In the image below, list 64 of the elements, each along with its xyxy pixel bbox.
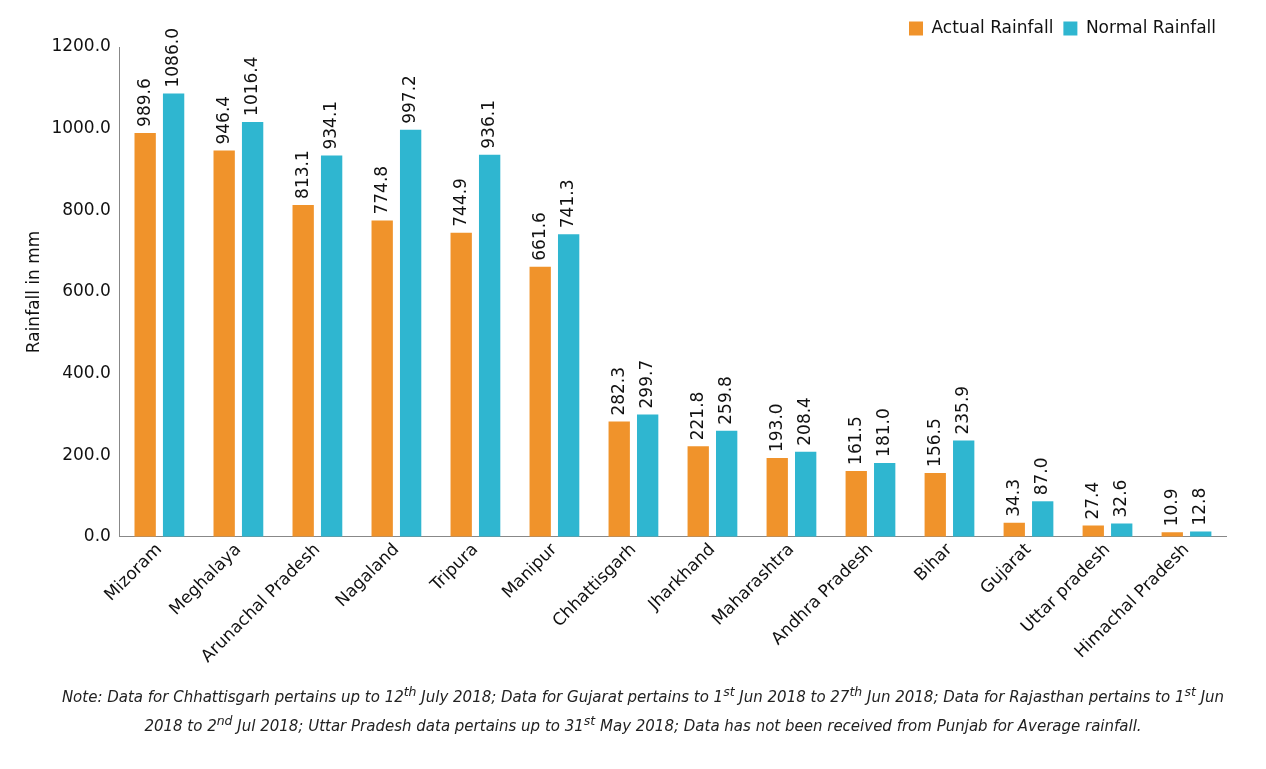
bar	[371, 220, 393, 537]
data-label: 934.1	[320, 100, 341, 150]
data-label: 10.9	[1160, 488, 1181, 527]
data-label: 813.1	[291, 150, 312, 199]
data-label: 997.2	[399, 75, 420, 124]
data-label: 208.4	[794, 397, 815, 446]
bar	[766, 458, 788, 537]
bar	[320, 155, 343, 537]
bar	[1111, 523, 1133, 537]
bar	[134, 132, 156, 537]
data-label: 774.8	[370, 165, 391, 215]
bar	[241, 121, 264, 537]
data-label: 193.0	[765, 403, 786, 453]
data-label: 661.6	[528, 212, 549, 261]
data-label: 34.3	[1002, 478, 1023, 517]
data-label: 221.8	[686, 391, 707, 441]
bar	[1003, 522, 1025, 537]
data-label: 946.4	[212, 95, 233, 145]
text: Note: Data for Chhattisgarh pertains up to 12$^{th}$ July 2018; Data for Gujarat pertains to 1$^{st}$ Jun 2018 to 27$^{th}$ Jun 2018; Data for Rajasthan pertains to 1$^{st}$ Jun 2018 to 2$^{nd}$ Jul 2018; Uttar Pradesh data pertains up to 31$^{st}$ May 2018; Data has not been received from Punjab for Average rainfall.	[61, 684, 1225, 735]
data-label: 1016.4	[241, 56, 262, 116]
data-label: 32.6	[1110, 479, 1131, 518]
y-tick-label: 1200.0	[51, 35, 111, 56]
y-tick-label: 200.0	[62, 443, 111, 464]
bar	[874, 462, 896, 537]
bar	[636, 414, 659, 537]
data-label: 161.5	[844, 416, 865, 465]
bar	[450, 232, 472, 537]
y-tick-label: 800.0	[62, 198, 111, 219]
legend-label: Normal Rainfall	[1085, 16, 1217, 37]
y-axis-title: Rainfall in mm	[22, 230, 43, 354]
bar	[529, 266, 551, 537]
bar	[845, 470, 867, 537]
data-label: 282.3	[607, 366, 628, 416]
bar	[608, 421, 630, 537]
bar	[716, 430, 738, 537]
y-tick-label: 600.0	[62, 280, 111, 301]
legend-label: Actual Rainfall	[931, 16, 1054, 37]
bar	[213, 150, 235, 537]
data-label: 259.8	[715, 376, 736, 425]
data-label: 12.8	[1189, 487, 1210, 526]
bar	[687, 446, 709, 537]
bar	[795, 451, 817, 537]
y-tick-label: 400.0	[62, 361, 111, 382]
data-label: 936.1	[478, 100, 499, 149]
y-tick-label: 0.0	[83, 525, 111, 546]
data-label: 299.7	[636, 359, 657, 409]
bar	[953, 440, 975, 537]
bar	[478, 154, 501, 537]
data-label: 741.3	[557, 179, 578, 229]
bar	[162, 93, 185, 537]
bar	[557, 234, 580, 537]
data-label: 87.0	[1031, 457, 1052, 496]
data-label: 181.0	[873, 408, 894, 457]
bar	[399, 129, 422, 537]
y-tick-label: 1000.0	[51, 117, 111, 138]
bar	[924, 472, 946, 537]
data-label: 235.9	[952, 385, 973, 435]
data-label: 156.5	[923, 418, 944, 467]
bar	[1032, 501, 1054, 537]
data-label: 27.4	[1081, 481, 1102, 520]
bar	[292, 204, 314, 537]
data-label: 744.9	[449, 178, 470, 227]
data-label: 1086.0	[162, 28, 183, 88]
data-label: 989.6	[133, 78, 154, 127]
